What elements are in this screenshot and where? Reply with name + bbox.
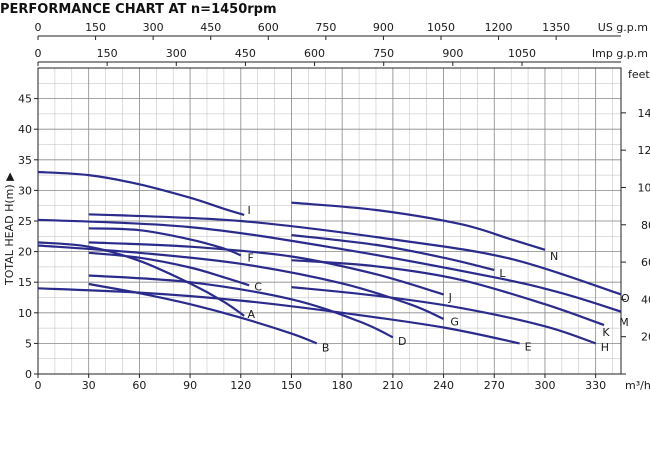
imp-gpm-tick-label: 0	[35, 47, 42, 60]
imp-gpm-tick-label: 150	[97, 47, 118, 60]
curve-label-a: A	[248, 308, 256, 321]
curve-label-f: F	[248, 252, 254, 265]
us-gpm-tick-label: 0	[35, 21, 42, 34]
y-tick-label: 25	[18, 215, 32, 228]
curve-j	[88, 241, 444, 296]
curve-label-c: C	[254, 280, 262, 293]
y-tick-label: 20	[18, 246, 32, 259]
curve-g	[37, 244, 445, 320]
curve-i	[37, 170, 245, 216]
us-gpm-tick-label: 1350	[542, 21, 570, 34]
us-gpm-tick-label: 450	[200, 21, 221, 34]
curve-label-o: O	[621, 292, 630, 305]
us-gpm-unit-label: US g.p.m	[598, 21, 648, 34]
chart-title: PERFORMANCE CHART AT n=1450rpm	[0, 2, 277, 17]
feet-unit-label: feet	[628, 68, 650, 81]
curve-label-g: G	[450, 315, 459, 328]
us-gpm-tick-label: 1200	[485, 21, 513, 34]
curve-label-e: E	[525, 340, 532, 353]
y-tick-label: 0	[25, 368, 32, 381]
curve-l	[291, 234, 495, 272]
feet-tick-label: 20	[641, 331, 650, 344]
curve-label-n: N	[550, 250, 558, 263]
y-tick-label: 40	[18, 123, 32, 136]
x-tick-label: 210	[382, 379, 403, 392]
x-tick-label: 240	[433, 379, 454, 392]
curve-b	[88, 282, 318, 345]
curves: A B C D E F G H I J K L M N O	[37, 170, 630, 355]
x-tick-label: 300	[534, 379, 555, 392]
feet-tick-label: 40	[641, 293, 650, 306]
imp-gpm-tick-label: 1050	[508, 47, 536, 60]
curve-c	[88, 251, 250, 287]
curve-label-m: M	[619, 316, 629, 329]
feet-tick-label: 100	[638, 181, 650, 194]
us-gpm-tick-label: 600	[258, 21, 279, 34]
y-tick-label: 5	[25, 337, 32, 350]
imp-gpm-tick-label: 600	[304, 47, 325, 60]
x-tick-label: 60	[132, 379, 146, 392]
feet-tick-label: 80	[641, 219, 650, 232]
feet-tick-label: 60	[641, 256, 650, 269]
curve-label-d: D	[398, 335, 406, 348]
y-tick-label: 45	[18, 93, 32, 106]
y-tick-label: 30	[18, 184, 32, 197]
imp-gpm-tick-label: 300	[166, 47, 187, 60]
curve-m	[37, 218, 622, 313]
curve-n	[291, 201, 546, 251]
curve-label-b: B	[322, 342, 330, 355]
x-tick-label: 330	[585, 379, 606, 392]
x-tick-label: 120	[230, 379, 251, 392]
us-gpm-tick-label: 150	[85, 21, 106, 34]
x-tick-label: 90	[183, 379, 197, 392]
x-tick-label: 0	[35, 379, 42, 392]
curve-label-l: L	[499, 267, 506, 280]
curve-label-i: I	[248, 204, 251, 217]
x-tick-label: 270	[484, 379, 505, 392]
imp-gpm-tick-label: 900	[442, 47, 463, 60]
curve-e	[37, 287, 520, 345]
imp-gpm-tick-label: 750	[373, 47, 394, 60]
us-gpm-tick-label: 1050	[427, 21, 455, 34]
us-gpm-tick-label: 900	[373, 21, 394, 34]
axis-ticks: 0 30 60 90 120 150 180 210 240 270 300 330051015202…	[18, 21, 650, 392]
curve-d	[88, 274, 394, 339]
curve-k	[291, 259, 605, 327]
x-unit-label: m³/h	[625, 379, 650, 392]
x-tick-label: 180	[332, 379, 353, 392]
feet-tick-label: 120	[638, 144, 650, 157]
curve-h	[291, 286, 597, 345]
y-axis-label: TOTAL HEAD H(m) ▶	[3, 172, 16, 286]
imp-gpm-tick-label: 450	[235, 47, 256, 60]
us-gpm-tick-label: 300	[143, 21, 164, 34]
x-tick-label: 30	[82, 379, 96, 392]
grid	[37, 67, 621, 375]
curve-label-h: H	[601, 341, 609, 354]
us-gpm-tick-label: 750	[315, 21, 336, 34]
curve-o	[88, 213, 622, 296]
imp-gpm-unit-label: Imp g.p.m	[592, 47, 648, 60]
y-tick-label: 35	[18, 154, 32, 167]
y-tick-label: 15	[18, 276, 32, 289]
y-tick-label: 10	[18, 307, 32, 320]
feet-tick-label: 140	[638, 107, 650, 120]
curve-label-j: J	[448, 291, 452, 304]
x-tick-label: 150	[281, 379, 302, 392]
curve-a	[37, 241, 245, 317]
curve-label-k: K	[602, 326, 610, 339]
